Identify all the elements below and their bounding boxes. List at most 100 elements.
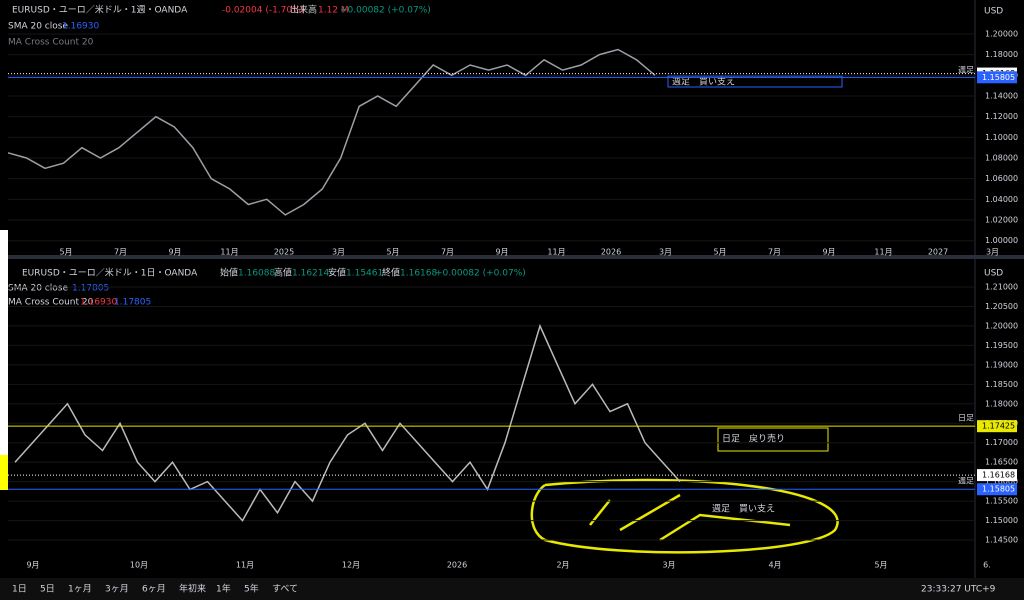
- x-tick-label: 12月: [342, 561, 360, 570]
- y-tick-label: 1.15500: [985, 497, 1018, 506]
- x-tick-label: 9月: [495, 248, 508, 257]
- x-tick-label: 9月: [822, 248, 835, 257]
- y-tick-label: 1.18000: [985, 399, 1018, 408]
- y-tick-label: 1.16500: [985, 458, 1018, 467]
- ohlc-label: 終値: [382, 267, 400, 279]
- currency[interactable]: USD: [984, 7, 1003, 17]
- ohlc-value: 1.16088: [238, 269, 275, 279]
- x-tick-label: 11月: [220, 248, 238, 257]
- x-tick-label: 3月: [659, 248, 672, 257]
- change: +0.00082 (+0.07%): [435, 269, 526, 279]
- ohlc-value: 1.15461: [346, 269, 383, 279]
- x-tick-label: 2027: [928, 248, 948, 257]
- y-tick-label: 1.20000: [985, 321, 1018, 330]
- toolbar-highlight: [0, 455, 8, 490]
- price-tag: [977, 469, 1017, 482]
- y-tick-label: 1.18500: [985, 380, 1018, 389]
- x-tick-label: 4月: [768, 561, 781, 570]
- period-button[interactable]: 1ヶ月: [68, 584, 92, 595]
- bottom-toolbar: [0, 578, 1024, 600]
- y-tick-label: 1.02000: [985, 216, 1018, 225]
- x-tick-label: 5月: [59, 248, 72, 257]
- x-tick-label: 10月: [130, 561, 148, 570]
- x-tick-label: 2月: [556, 561, 569, 570]
- volume-change: +0.00082 (+0.07%): [340, 6, 431, 16]
- volume-label: 出来高: [290, 4, 317, 16]
- y-tick-label: 1.19500: [985, 341, 1018, 350]
- x-tick-label: 2026: [601, 248, 621, 257]
- period-button[interactable]: 年初来: [179, 583, 206, 595]
- y-tick-label: 1.14500: [985, 536, 1018, 545]
- x-tick-label: 6.: [983, 561, 991, 570]
- y-tick-label: 1.18000: [985, 50, 1018, 59]
- x-tick-label: 2025: [274, 248, 294, 257]
- y-tick-label: 1.00000: [985, 236, 1018, 245]
- drawing-toolbar: [0, 230, 8, 490]
- period-button[interactable]: すべて: [272, 584, 298, 595]
- x-tick-label: 3月: [986, 248, 999, 257]
- ohlc-value: 1.16214: [292, 269, 329, 279]
- symbol: EURUSD・ユーロ／米ドル・1週・OANDA: [12, 4, 188, 16]
- price-line: [7, 48, 656, 216]
- clock: 23:33:27 UTC+9: [921, 585, 996, 595]
- ohlc-label: 安値: [328, 267, 346, 279]
- y-tick-label: 1.17000: [985, 438, 1018, 447]
- annotation: 週足 買い支え: [712, 503, 775, 515]
- y-tick-label: 1.10000: [985, 133, 1018, 142]
- period-button[interactable]: 3ヶ月: [105, 584, 129, 595]
- period-button[interactable]: 6ヶ月: [142, 584, 166, 595]
- indicator-value: 1.16930: [62, 22, 99, 32]
- price-tag-label: 1.16168: [982, 471, 1015, 480]
- x-tick-label: 2026: [447, 561, 467, 570]
- x-tick-label: 11月: [874, 248, 892, 257]
- ohlc-label: 始値: [220, 267, 238, 279]
- x-tick-label: 5月: [874, 561, 887, 570]
- freehand-highlight: [530, 478, 839, 554]
- y-tick-label: 1.20500: [985, 302, 1018, 311]
- x-tick-label: 11月: [236, 561, 254, 570]
- volume: 1.12 M: [318, 6, 349, 16]
- annotation: 週足 買い支え: [672, 76, 735, 88]
- x-tick-label: 9月: [168, 248, 181, 257]
- y-tick-label: 1.12000: [985, 112, 1018, 121]
- y-tick-label: 1.06000: [985, 174, 1018, 183]
- change: -0.02004 (-1.70%): [222, 6, 304, 16]
- price-tag: [977, 483, 1017, 496]
- period-button[interactable]: 1日: [12, 584, 27, 595]
- price-tag-label: 1.15805: [982, 73, 1015, 82]
- period-button[interactable]: 5年: [244, 583, 259, 595]
- y-tick-label: 1.15000: [985, 516, 1018, 525]
- price-tag: [977, 420, 1017, 433]
- price-tag-label: 1.17425: [982, 422, 1015, 431]
- price-line: [14, 323, 681, 522]
- x-tick-label: 5月: [386, 248, 399, 257]
- indicator-value: 1.16930: [80, 298, 117, 308]
- price-tag-label: 1.15805: [982, 485, 1015, 494]
- level-label: 週足: [958, 66, 974, 75]
- x-tick-label: 11月: [547, 248, 565, 257]
- x-tick-label: 7月: [768, 248, 781, 257]
- level-label: 日足: [958, 414, 974, 423]
- level-label: 週足: [958, 477, 974, 486]
- x-tick-label: 3月: [332, 248, 345, 257]
- x-tick-label: 7月: [441, 248, 454, 257]
- period-button[interactable]: 5日: [40, 584, 55, 595]
- y-tick-label: 1.16000: [985, 477, 1018, 486]
- indicator-value: 1.17805: [114, 298, 151, 308]
- ohlc-value: 1.16168: [400, 269, 437, 279]
- period-button[interactable]: 1年: [216, 583, 231, 595]
- y-tick-label: 1.14000: [985, 91, 1018, 100]
- y-tick-label: 1.21000: [985, 283, 1018, 292]
- annotation-box: [667, 75, 843, 88]
- indicator-name: SMA 20 close: [8, 284, 68, 294]
- y-tick-label: 1.20000: [985, 29, 1018, 38]
- annotation: 日足 戻り売り: [722, 433, 785, 445]
- x-tick-label: 9月: [26, 561, 39, 570]
- symbol: EURUSD・ユーロ／米ドル・1日・OANDA: [22, 267, 198, 279]
- y-tick-label: 1.08000: [985, 154, 1018, 163]
- currency[interactable]: USD: [984, 269, 1003, 279]
- indicator-name: MA Cross Count 20: [8, 298, 94, 308]
- annotation-box: [717, 427, 829, 452]
- indicator-value: 1.17805: [72, 284, 109, 294]
